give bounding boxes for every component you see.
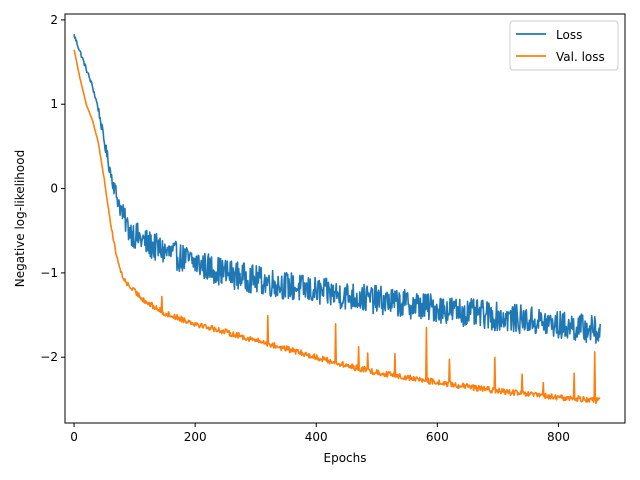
x-axis-label: Epochs	[324, 451, 367, 465]
legend-label-loss: Loss	[556, 28, 582, 42]
y-tick-label: 0	[50, 182, 58, 196]
x-tick-label: 400	[305, 430, 328, 444]
series-line-val-loss	[73, 49, 601, 405]
x-tick-label: 800	[547, 430, 570, 444]
legend: Loss Val. loss	[509, 20, 619, 71]
y-axis-label: Negative log-likelihood	[13, 150, 27, 287]
y-tick-label: −2	[40, 350, 58, 364]
y-tick-label: 2	[50, 13, 58, 27]
x-axis: 0 200 400 600 800	[70, 423, 570, 444]
plot-frame	[64, 13, 626, 424]
x-tick-label: 0	[70, 430, 78, 444]
series-layer	[73, 34, 601, 405]
x-tick-label: 600	[426, 430, 449, 444]
x-tick-label: 200	[184, 430, 207, 444]
series-line-loss	[73, 34, 601, 344]
y-tick-label: −1	[40, 266, 58, 280]
y-axis: −2 −1 0 1 2	[40, 13, 65, 364]
y-tick-label: 1	[50, 97, 58, 111]
legend-label-val-loss: Val. loss	[556, 50, 605, 64]
